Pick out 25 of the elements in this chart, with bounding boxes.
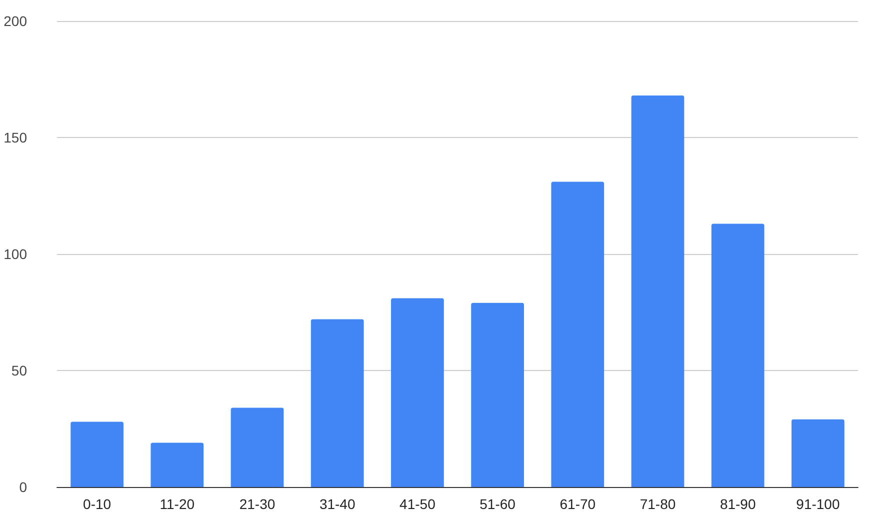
x-tick-label: 0-10 bbox=[83, 496, 112, 512]
x-tick-label: 51-60 bbox=[480, 496, 516, 512]
y-tick-label: 50 bbox=[11, 362, 28, 378]
bar bbox=[150, 442, 204, 487]
bar bbox=[310, 319, 364, 487]
x-tick-label: 11-20 bbox=[160, 496, 195, 512]
bar bbox=[792, 419, 844, 487]
bar bbox=[551, 182, 604, 487]
bar bbox=[711, 224, 764, 487]
y-tick-label: 150 bbox=[4, 130, 28, 146]
bar bbox=[391, 298, 444, 487]
bar bbox=[230, 408, 284, 487]
x-tick-label: 91-100 bbox=[796, 496, 840, 512]
y-tick-label: 200 bbox=[4, 13, 28, 29]
x-tick-label: 71-80 bbox=[640, 496, 676, 512]
x-tick-label: 81-90 bbox=[720, 496, 756, 512]
bar bbox=[471, 302, 524, 487]
bar bbox=[631, 96, 684, 487]
x-tick-label: 41-50 bbox=[400, 496, 436, 512]
bar bbox=[70, 422, 124, 487]
x-tick-label: 21-30 bbox=[239, 496, 276, 512]
y-tick-label: 100 bbox=[4, 246, 28, 262]
x-tick-label: 61-70 bbox=[560, 496, 596, 512]
x-tick-label: 31-40 bbox=[319, 496, 356, 512]
y-tick-label: 0 bbox=[19, 479, 28, 495]
